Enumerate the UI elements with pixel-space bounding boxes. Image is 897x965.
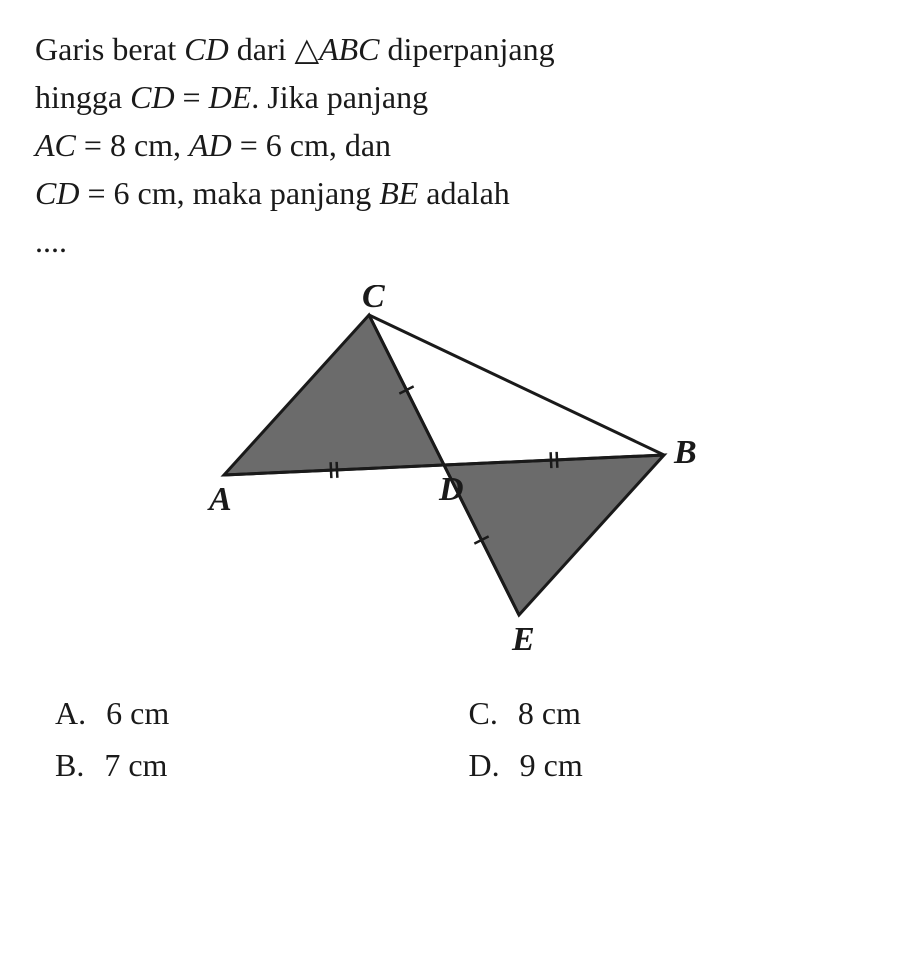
geometry-diagram: A C D B E bbox=[169, 285, 729, 665]
text: adalah bbox=[418, 175, 510, 211]
option-d: D. 9 cm bbox=[469, 747, 843, 784]
option-value: 9 cm bbox=[520, 747, 583, 784]
var-abc: ABC bbox=[319, 31, 379, 67]
option-letter: B. bbox=[55, 747, 84, 784]
svg-text:A: A bbox=[207, 481, 232, 518]
option-a: A. 6 cm bbox=[55, 695, 429, 732]
text: = 6 cm, dan bbox=[232, 127, 391, 163]
text: = 6 cm, maka panjang bbox=[79, 175, 379, 211]
option-value: 8 cm bbox=[518, 695, 581, 732]
var-ac: AC bbox=[35, 127, 76, 163]
triangle-symbol: △ bbox=[294, 31, 319, 67]
var-cd: CD bbox=[184, 31, 228, 67]
svg-text:D: D bbox=[438, 471, 464, 508]
text: = 8 cm, bbox=[76, 127, 189, 163]
svg-text:E: E bbox=[511, 621, 535, 658]
diagram-container: A C D B E bbox=[35, 285, 862, 665]
answer-options: A. 6 cm C. 8 cm B. 7 cm D. 9 cm bbox=[35, 695, 862, 784]
text: = bbox=[175, 79, 209, 115]
var-de: DE bbox=[209, 79, 252, 115]
option-value: 6 cm bbox=[106, 695, 169, 732]
text: dari bbox=[229, 31, 295, 67]
var-cd: CD bbox=[130, 79, 174, 115]
text: diperpanjang bbox=[380, 31, 555, 67]
option-letter: D. bbox=[469, 747, 500, 784]
option-letter: A. bbox=[55, 695, 86, 732]
question-line-5: .... bbox=[35, 217, 862, 265]
option-value: 7 cm bbox=[104, 747, 167, 784]
option-letter: C. bbox=[469, 695, 498, 732]
var-be: BE bbox=[379, 175, 418, 211]
option-b: B. 7 cm bbox=[55, 747, 429, 784]
text: . Jika panjang bbox=[251, 79, 428, 115]
question-line-4: CD = 6 cm, maka panjang BE adalah bbox=[35, 169, 862, 217]
svg-text:B: B bbox=[673, 434, 697, 471]
question-line-2: hingga CD = DE. Jika panjang bbox=[35, 73, 862, 121]
question-text: Garis berat CD dari △ABC diperpanjang hi… bbox=[35, 25, 862, 265]
var-ad: AD bbox=[189, 127, 232, 163]
svg-text:C: C bbox=[362, 285, 385, 315]
question-line-1: Garis berat CD dari △ABC diperpanjang bbox=[35, 25, 862, 73]
question-line-3: AC = 8 cm, AD = 6 cm, dan bbox=[35, 121, 862, 169]
option-c: C. 8 cm bbox=[469, 695, 843, 732]
text: hingga bbox=[35, 79, 130, 115]
text: Garis berat bbox=[35, 31, 184, 67]
var-cd: CD bbox=[35, 175, 79, 211]
